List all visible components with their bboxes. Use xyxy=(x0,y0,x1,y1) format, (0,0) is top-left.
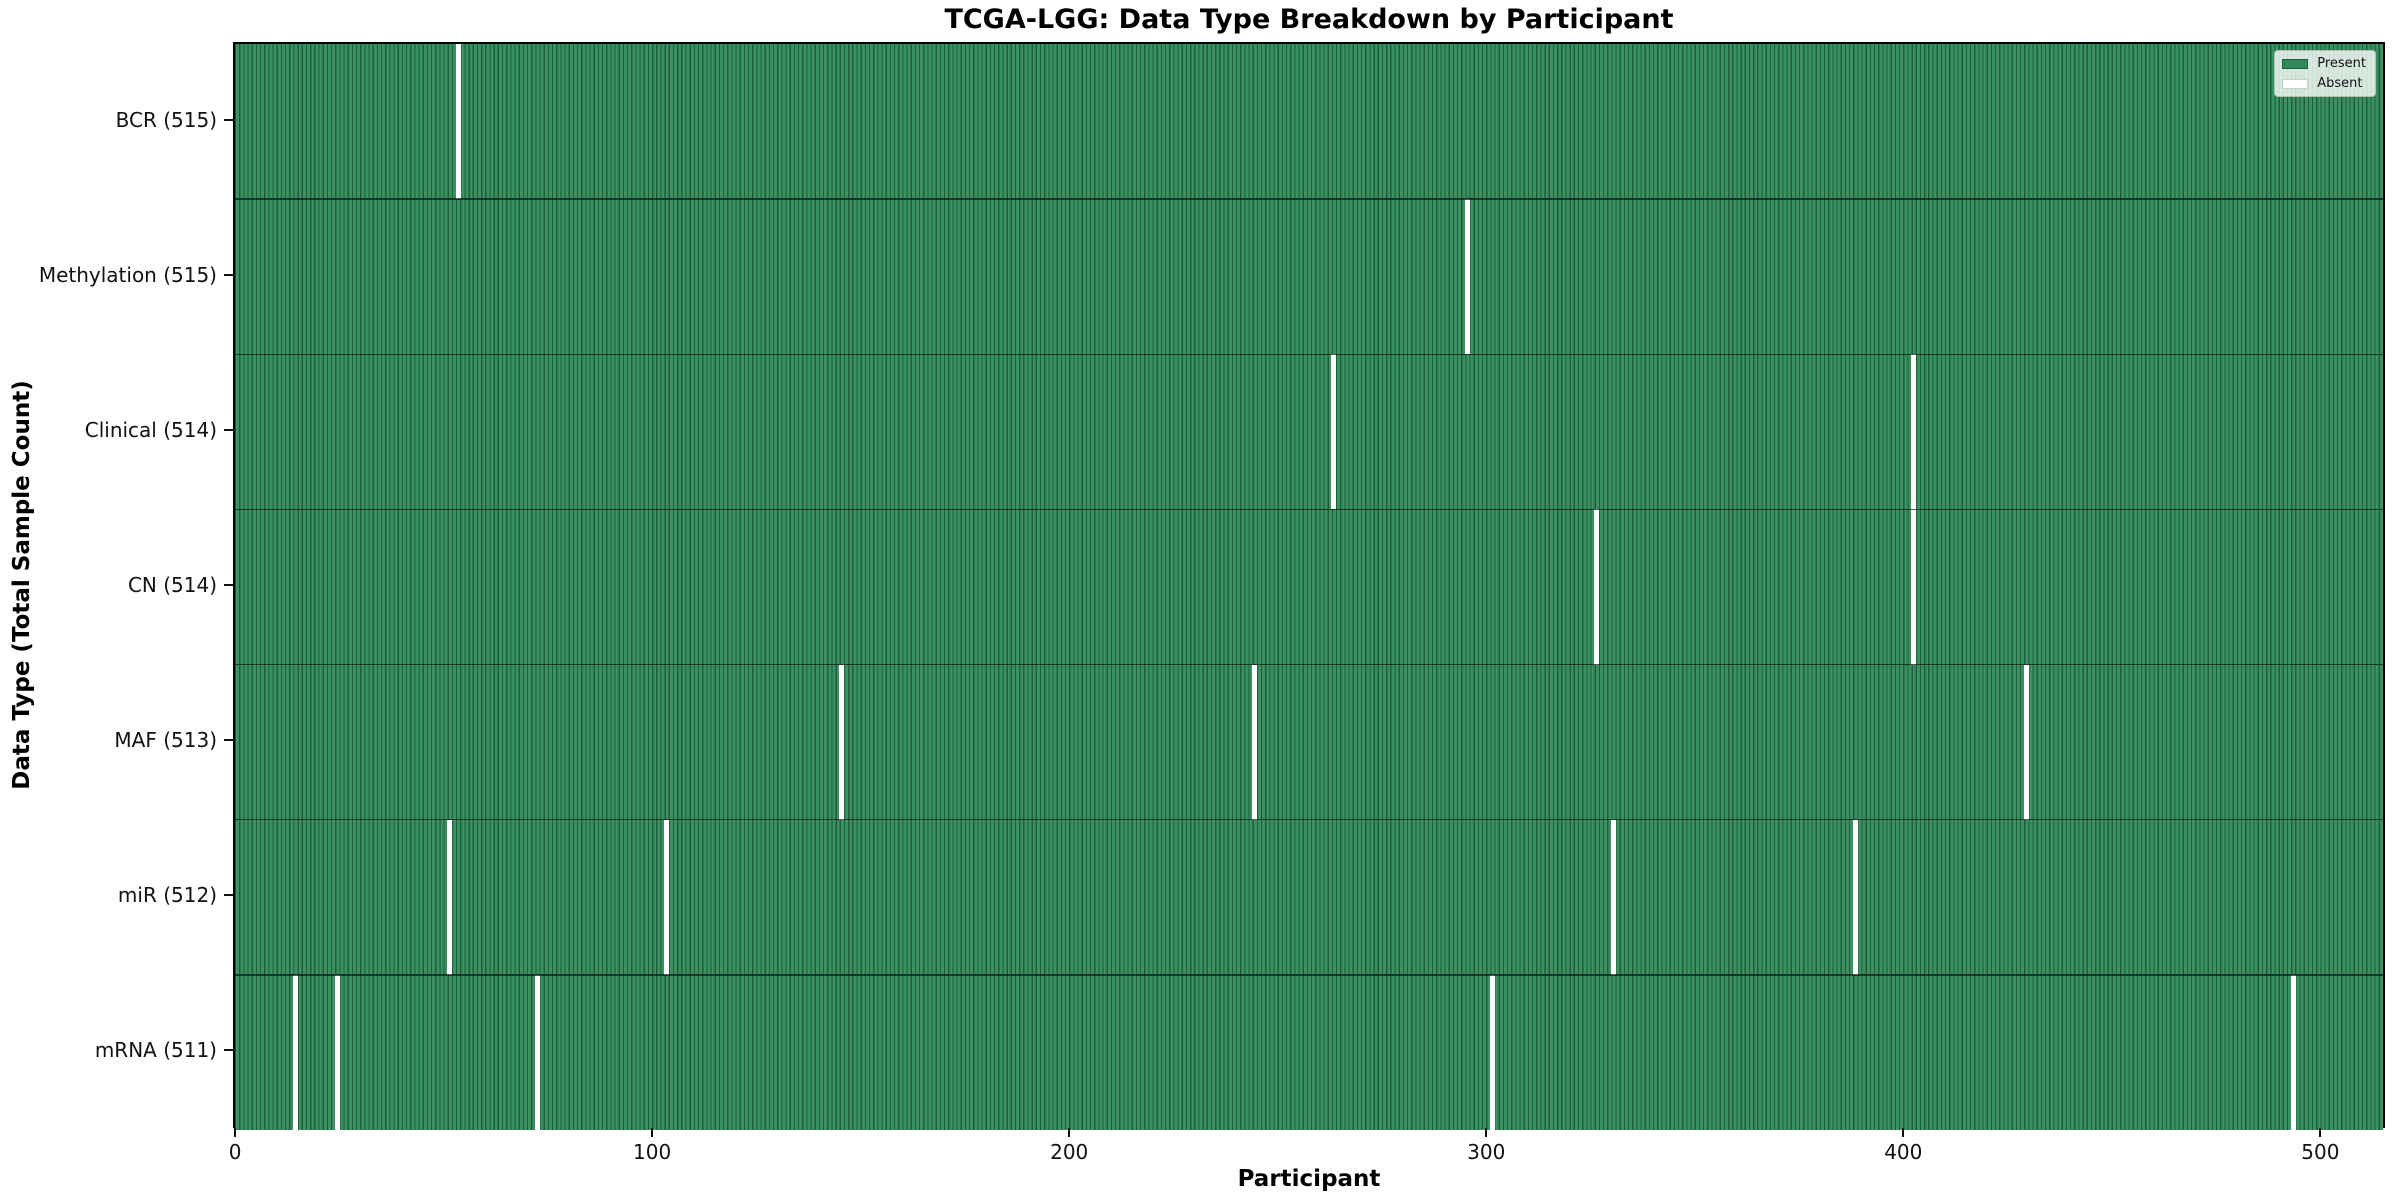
x-axis-label: Participant xyxy=(1237,1166,1381,1192)
y-tick-label-MAF: MAF (513) xyxy=(114,728,217,753)
chart-title: TCGA-LGG: Data Type Breakdown by Partici… xyxy=(944,4,1674,35)
y-tick-label-CN: CN (514) xyxy=(127,573,217,597)
y-tick-label-mRNA: mRNA (511) xyxy=(94,1038,217,1063)
absent-marker-CN-402 xyxy=(1911,509,1917,665)
y-tick-label-miR: miR (512) xyxy=(117,883,217,908)
absent-marker-miR-51 xyxy=(447,819,453,975)
heatmap-row-miR xyxy=(235,819,2383,975)
absent-marker-miR-388 xyxy=(1852,819,1858,975)
row-divider xyxy=(235,663,2383,666)
legend-present-swatch xyxy=(2282,58,2309,69)
legend-item-absent: Absent xyxy=(2282,76,2366,91)
y-tick-mark xyxy=(224,428,233,431)
legend-absent-swatch xyxy=(2282,78,2309,89)
absent-marker-MAF-244 xyxy=(1252,664,1258,820)
row-divider xyxy=(235,818,2383,821)
absent-marker-mRNA-493 xyxy=(2290,974,2296,1130)
absent-marker-mRNA-14 xyxy=(292,974,298,1130)
x-tick-mark xyxy=(1902,1128,1905,1137)
row-divider xyxy=(235,974,2383,976)
row-divider xyxy=(235,198,2383,200)
legend-item-present: Present xyxy=(2282,56,2366,71)
absent-marker-miR-330 xyxy=(1610,819,1616,975)
y-tick-mark xyxy=(224,273,233,276)
x-tick-label: 200 xyxy=(1050,1140,1089,1164)
heatmap-row-Methylation xyxy=(235,199,2383,355)
absent-marker-CN-326 xyxy=(1594,509,1600,665)
row-divider xyxy=(235,508,2383,511)
x-tick-label: 100 xyxy=(633,1140,672,1164)
x-tick-mark xyxy=(234,1128,237,1137)
absent-marker-mRNA-24 xyxy=(334,974,340,1130)
heatmap-row-CN xyxy=(235,509,2383,665)
y-tick-mark xyxy=(224,1049,233,1052)
heatmap-row-Clinical xyxy=(235,354,2383,510)
y-tick-label-Clinical: Clinical (514) xyxy=(84,417,217,442)
heatmap-row-mRNA xyxy=(235,974,2383,1130)
absent-marker-Clinical-263 xyxy=(1331,354,1337,510)
plot-area: Present Absent xyxy=(233,42,2385,1130)
y-tick-label-Methylation: Methylation (515) xyxy=(38,262,217,287)
x-tick-mark xyxy=(1485,1128,1488,1137)
x-tick-label: 0 xyxy=(228,1140,242,1164)
row-divider xyxy=(235,353,2383,356)
absent-marker-miR-103 xyxy=(664,819,670,975)
x-tick-mark xyxy=(651,1128,654,1137)
y-tick-mark xyxy=(224,118,233,121)
absent-marker-Clinical-402 xyxy=(1911,354,1917,510)
x-tick-mark xyxy=(1068,1128,1071,1137)
heatmap-row-MAF xyxy=(235,664,2383,820)
legend: Present Absent xyxy=(2274,50,2376,97)
x-tick-label: 400 xyxy=(1884,1140,1923,1164)
absent-marker-MAF-429 xyxy=(2023,664,2029,820)
heatmap-row-BCR xyxy=(235,44,2383,200)
absent-marker-Methylation-295 xyxy=(1464,199,1470,355)
y-tick-mark xyxy=(224,894,233,897)
y-axis-label: Data Type (Total Sample Count) xyxy=(9,380,35,790)
y-tick-label-BCR: BCR (515) xyxy=(115,107,217,132)
legend-present-label: Present xyxy=(2317,56,2366,71)
absent-marker-MAF-145 xyxy=(839,664,845,820)
y-tick-mark xyxy=(224,584,233,586)
x-tick-label: 300 xyxy=(1467,1140,1506,1164)
x-tick-label: 500 xyxy=(2301,1140,2340,1164)
x-tick-mark xyxy=(2319,1128,2322,1137)
absent-marker-mRNA-301 xyxy=(1489,974,1495,1130)
absent-marker-BCR-53 xyxy=(455,44,461,200)
y-tick-mark xyxy=(224,739,233,742)
legend-absent-label: Absent xyxy=(2317,76,2363,91)
absent-marker-mRNA-72 xyxy=(534,974,540,1130)
